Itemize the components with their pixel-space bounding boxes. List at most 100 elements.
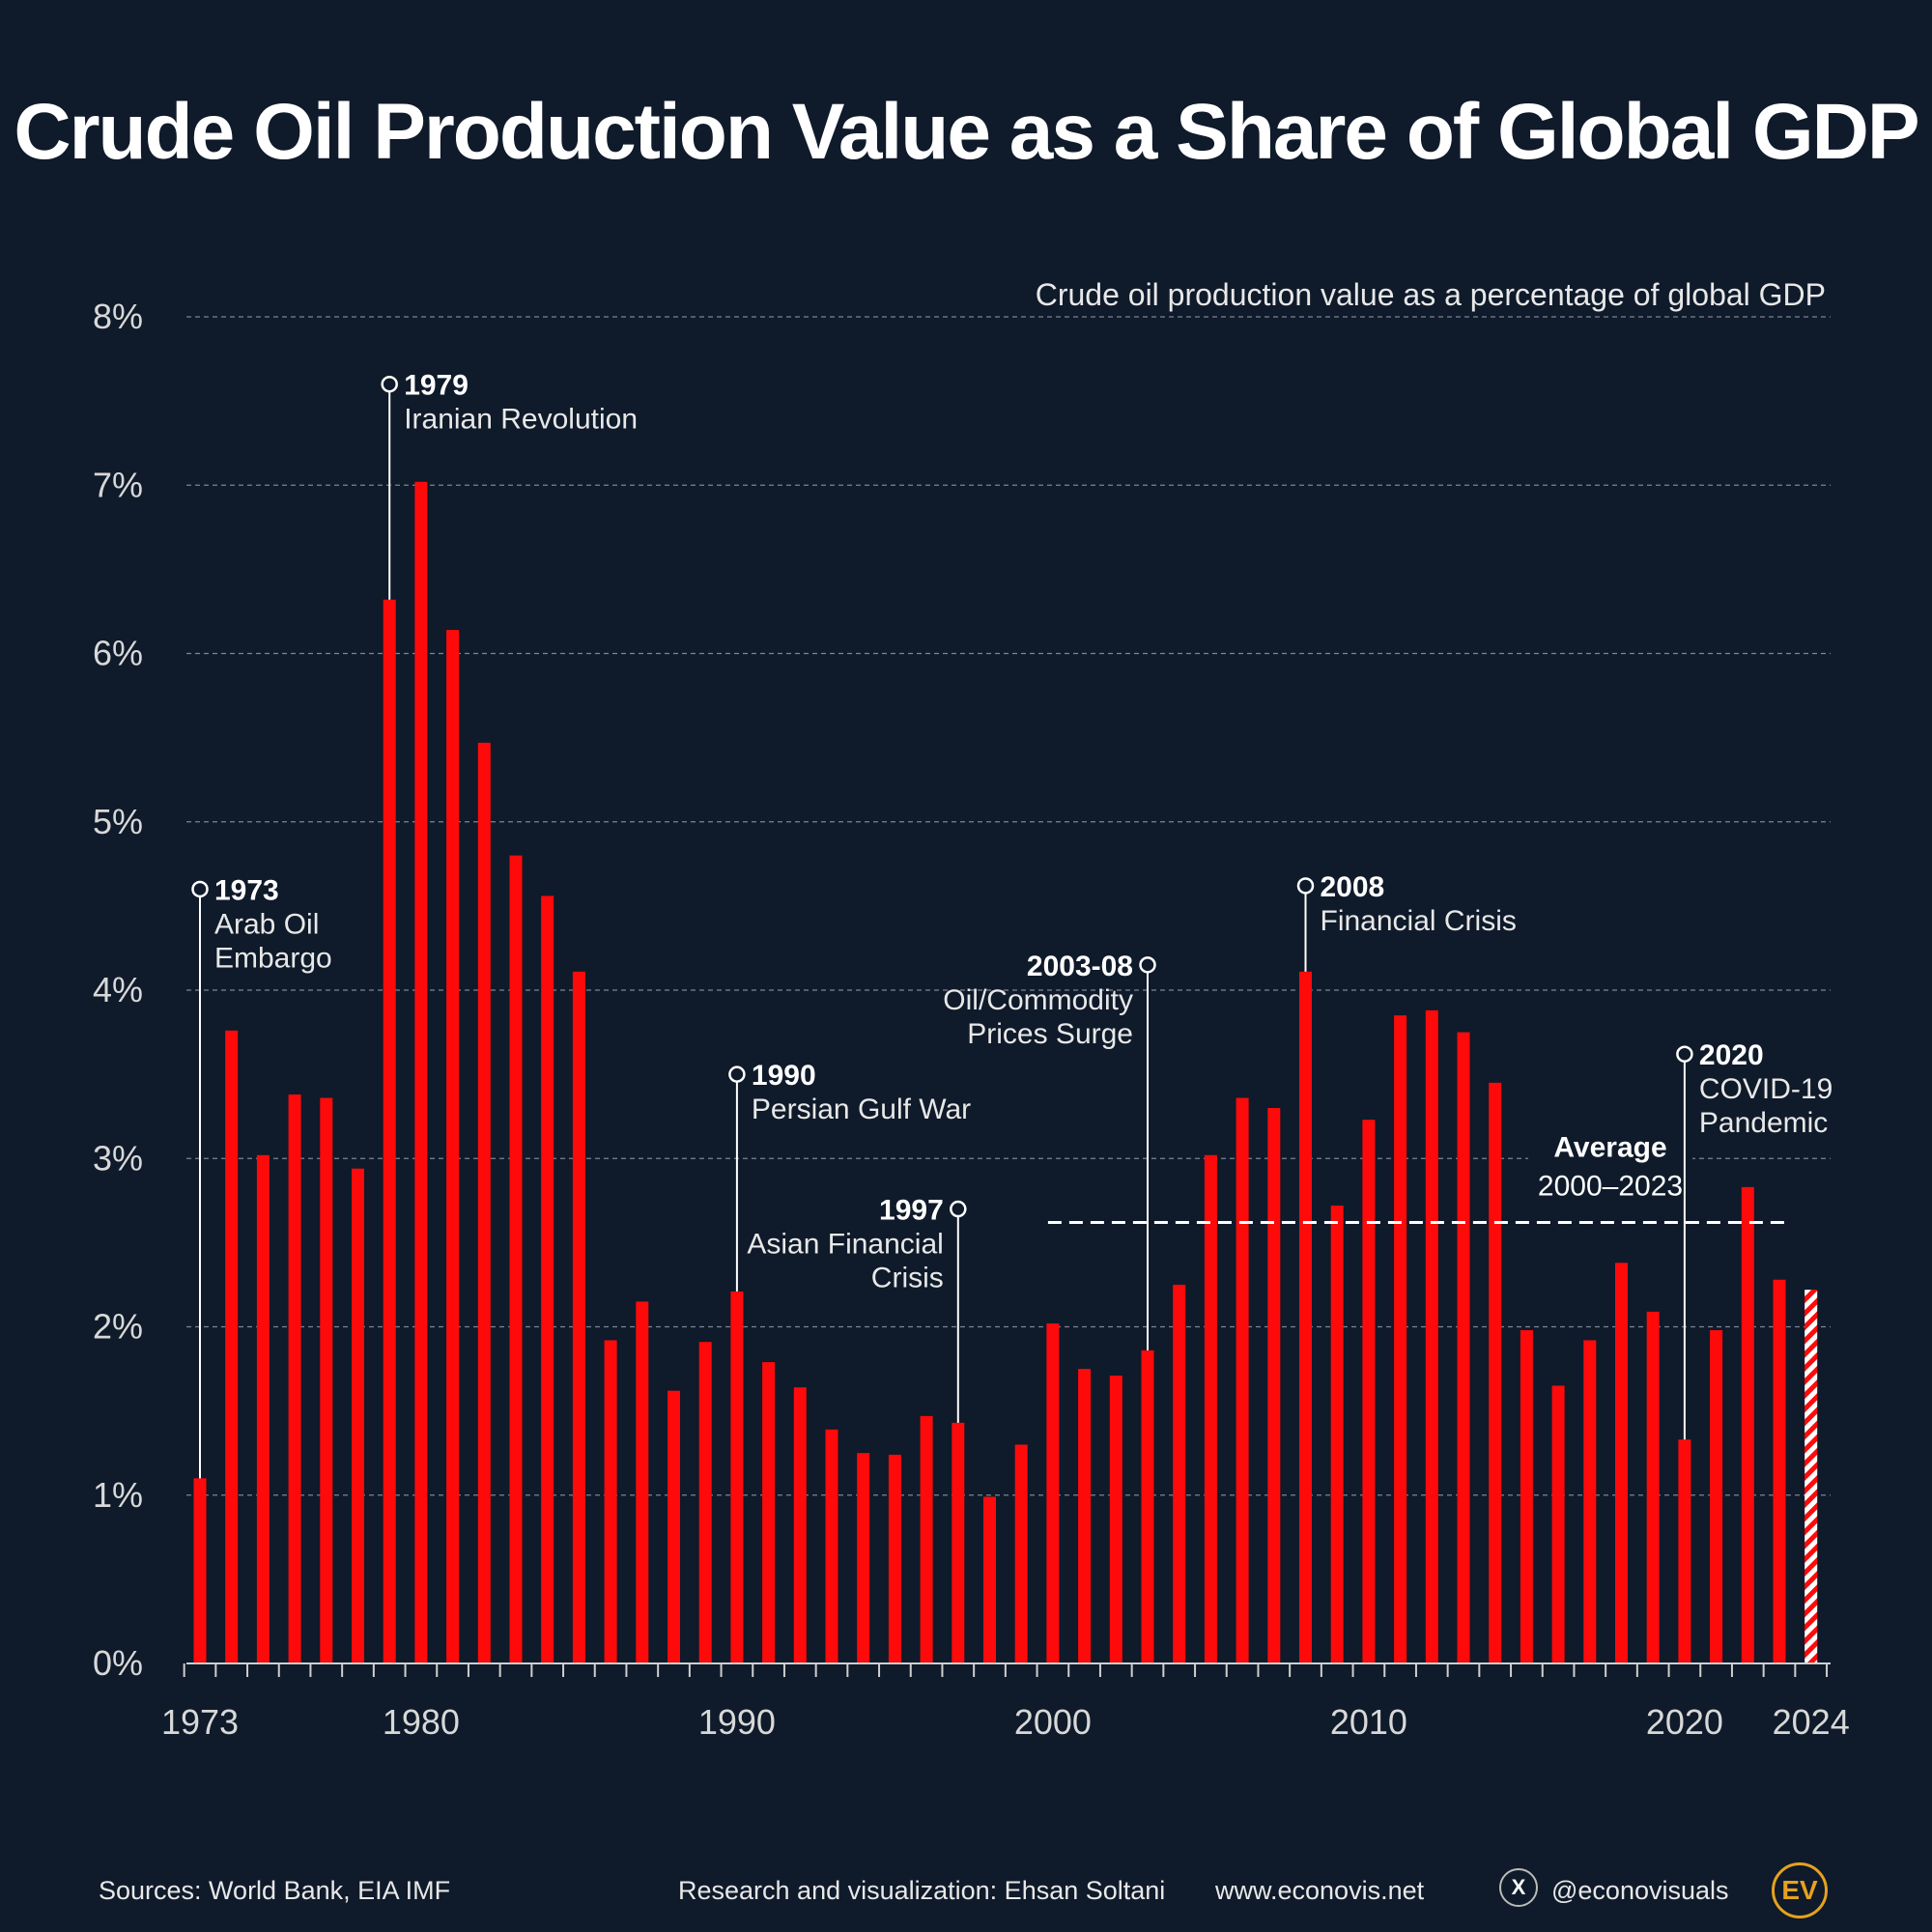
y-tick-label: 6% [93, 634, 143, 673]
bar-2015 [1520, 1329, 1533, 1663]
bar-1985 [572, 971, 585, 1663]
annotation-text: Pandemic [1699, 1107, 1828, 1139]
y-tick-label: 7% [93, 465, 143, 504]
bar-2018 [1615, 1263, 1628, 1663]
bar-2019 [1646, 1311, 1660, 1663]
chart-title: Crude Oil Production Value as a Share of… [14, 88, 1919, 176]
bar-1994 [857, 1453, 870, 1663]
bar-1978 [352, 1168, 364, 1663]
bar-1987 [636, 1301, 649, 1663]
x-tick-label: 1973 [161, 1702, 239, 1742]
average-label: Average [1553, 1131, 1666, 1163]
annotation-marker [950, 1200, 967, 1218]
annotation-text: Persian Gulf War [752, 1094, 971, 1125]
bars [193, 481, 1818, 1663]
bar-2007 [1267, 1107, 1281, 1663]
annotation-marker [1676, 1045, 1693, 1063]
bar-1983 [509, 855, 523, 1663]
bar-2001 [1078, 1369, 1092, 1663]
annotation-text: Prices Surge [967, 1018, 1133, 1050]
bar-2014 [1489, 1082, 1502, 1663]
annotation-year: 2003-08 [1027, 951, 1133, 982]
bar-2023 [1773, 1279, 1786, 1663]
y-tick-label: 5% [93, 802, 143, 841]
x-axis: 1973 1980 1990 2000 2010 2020 2024 [161, 1662, 1850, 1742]
bar-2009 [1330, 1206, 1344, 1663]
bar-2021 [1710, 1329, 1723, 1663]
bar-2005 [1204, 1154, 1217, 1663]
annotation-year: 1979 [404, 370, 469, 402]
annotation-text: Arab Oil [214, 908, 319, 940]
annotation-year: 1973 [214, 874, 279, 906]
annotation-text: Embargo [214, 942, 332, 974]
bar-2017 [1583, 1340, 1597, 1663]
bar-1993 [825, 1429, 838, 1663]
bar-2008 [1299, 971, 1312, 1663]
y-tick-label: 0% [93, 1643, 143, 1683]
annotation-marker [1296, 877, 1315, 895]
annotation-year: 1990 [752, 1060, 816, 1092]
y-axis-labels: 0% 1% 2% 3% 4% 5% 6% 7% 8% [93, 297, 143, 1683]
annotation-marker [1139, 956, 1156, 974]
bar-1991 [762, 1362, 776, 1663]
y-tick-label: 2% [93, 1307, 143, 1347]
x-tick-label: 2010 [1330, 1702, 1407, 1742]
bar-1979 [383, 599, 396, 1663]
y-tick-label: 3% [93, 1138, 143, 1178]
bar-2004 [1173, 1284, 1186, 1663]
annotation-text: Oil/Commodity [943, 984, 1133, 1016]
bar-1974 [225, 1030, 239, 1663]
bar-1989 [698, 1342, 712, 1663]
bar-1996 [920, 1415, 933, 1663]
bar-1995 [888, 1454, 901, 1663]
x-tick-label: 2020 [1646, 1702, 1723, 1742]
bar-1982 [477, 742, 491, 1663]
bar-1981 [446, 630, 460, 1663]
bar-2013 [1457, 1032, 1470, 1663]
bar-2020 [1678, 1439, 1691, 1663]
credit-text: Research and visualization: Ehsan Soltan… [678, 1876, 1166, 1905]
ev-logo: EV [1772, 1862, 1828, 1918]
bar-1986 [604, 1340, 617, 1663]
annotation-text: Crisis [871, 1263, 944, 1294]
x-tick-label: 1980 [383, 1702, 460, 1742]
website-link[interactable]: www.econovis.net [1215, 1876, 1425, 1905]
annotation-text: Financial Crisis [1321, 905, 1517, 937]
bar-2000 [1046, 1323, 1060, 1663]
annotation-marker [381, 375, 398, 393]
annotation-text: Iranian Revolution [404, 404, 638, 436]
bar-1980 [414, 481, 428, 1663]
average-label-bg [1528, 1107, 1692, 1181]
social-handle[interactable]: @econovisuals [1551, 1876, 1729, 1905]
average-line: Average 2000–2023 [1047, 1107, 1784, 1224]
bar-1988 [668, 1390, 680, 1663]
grid-lines [186, 316, 1831, 1496]
bar-1973 [193, 1478, 207, 1663]
bar-chart: Crude oil production value as a percenta… [93, 277, 1850, 1742]
average-label-range: 2000–2023 [1538, 1171, 1683, 1203]
annotation-year: 2020 [1699, 1039, 1764, 1071]
x-tick-label: 1990 [698, 1702, 776, 1742]
bar-1975 [256, 1154, 270, 1663]
x-icon[interactable]: X [1499, 1868, 1538, 1907]
annotation-year: 1997 [879, 1195, 944, 1227]
sources-text: Sources: World Bank, EIA IMF [99, 1876, 451, 1905]
annotation-year: 2008 [1321, 871, 1385, 903]
bar-1998 [983, 1496, 996, 1663]
bar-1999 [1014, 1444, 1028, 1663]
bar-1992 [793, 1387, 807, 1663]
bar-1977 [320, 1097, 333, 1663]
bar-2012 [1425, 1009, 1438, 1663]
annotation-text: COVID-19 [1699, 1073, 1833, 1105]
bar-1997 [952, 1422, 965, 1663]
y-tick-label: 8% [93, 297, 143, 336]
bar-2022 [1741, 1186, 1754, 1663]
bar-2016 [1551, 1385, 1565, 1663]
